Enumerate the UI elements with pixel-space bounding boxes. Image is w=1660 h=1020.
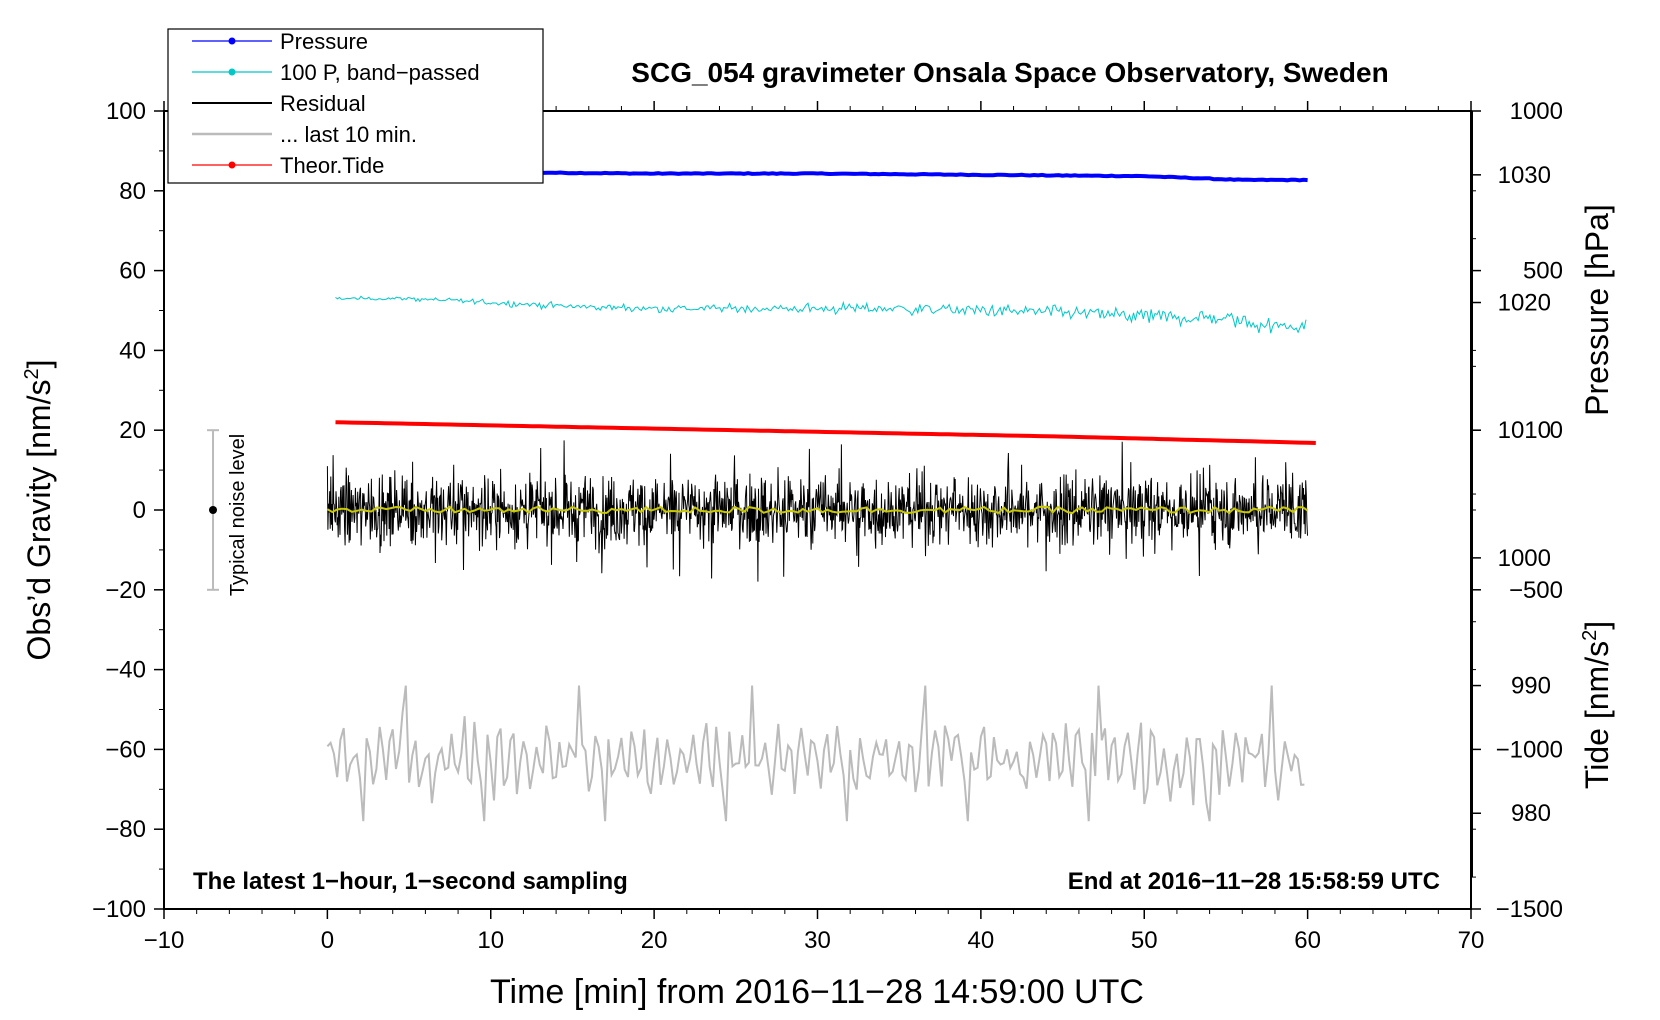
series-layer <box>326 169 1316 822</box>
pressure-tick-label: 1010 <box>1498 417 1551 444</box>
y-tick-label: −100 <box>92 896 146 923</box>
x-tick-label: 20 <box>641 927 668 954</box>
legend-label-0: Pressure <box>280 29 368 54</box>
pressure-tick-label: 1020 <box>1498 290 1551 317</box>
tide-tick-label: −500 <box>1509 577 1563 604</box>
x-tick-label: 10 <box>477 927 504 954</box>
tide-tick-label: 500 <box>1523 258 1563 285</box>
annotation-sampling: The latest 1−hour, 1−second sampling <box>193 868 628 895</box>
tide-tick-label: −1500 <box>1496 896 1563 923</box>
legend-label-2: Residual <box>280 91 366 116</box>
y-tick-label: 40 <box>119 337 146 364</box>
y-tick-label: 100 <box>106 98 146 125</box>
pressure-tick-label: 1000 <box>1498 545 1551 572</box>
legend-label-3: ... last 10 min. <box>280 122 417 147</box>
tide-tick-label: 1000 <box>1510 98 1563 125</box>
noise-bar-center <box>209 506 218 514</box>
y-axis-tide-label-sup: 2 <box>1579 630 1601 641</box>
legend-marker-1 <box>228 68 236 76</box>
y-tick-label: 0 <box>133 497 146 524</box>
noise-level-bar <box>207 429 220 591</box>
pressure-tick-label: 990 <box>1511 673 1551 700</box>
residual-smoothed-line <box>326 505 1309 515</box>
y-tick-label: −40 <box>105 657 146 684</box>
y-axis-left-label-close: ] <box>21 360 57 369</box>
y-tick-label: 80 <box>119 178 146 205</box>
pressure-tick-label: 1030 <box>1498 162 1551 189</box>
tide-tick-label: 0 <box>1550 417 1563 444</box>
pressure-tick-label: 980 <box>1511 800 1551 827</box>
y-axis-left-label-sup: 2 <box>21 368 43 379</box>
noise-level-label: Typical noise level <box>227 434 249 596</box>
x-tick-label: 0 <box>321 927 334 954</box>
y-tick-label: −20 <box>105 577 146 604</box>
y-tick-label: −60 <box>105 736 146 763</box>
y-axis-pressure-label: Pressure [hPa] <box>1579 204 1615 416</box>
y-axis-tide-label-close: ] <box>1579 621 1615 630</box>
x-axis-label: Time [min] from 2016−11−28 14:59:00 UTC <box>490 973 1144 1011</box>
last-10-min-line <box>326 685 1305 822</box>
x-tick-label: 30 <box>804 927 831 954</box>
y-tick-label: 20 <box>119 417 146 444</box>
band-passed-line <box>335 295 1307 334</box>
y-axis-left-label: Obs’d Gravity [nm/s2] <box>21 360 57 661</box>
x-tick-label: 50 <box>1131 927 1158 954</box>
tide-line <box>335 420 1316 445</box>
y-axis-tide-label-text: Tide [nm/s <box>1579 641 1615 789</box>
x-tick-label: 60 <box>1294 927 1321 954</box>
y-axis-left-label-text: Obs’d Gravity [nm/s <box>21 380 57 661</box>
legend-marker-4 <box>228 161 236 169</box>
tide-tick-label: −1000 <box>1496 736 1563 763</box>
y-tick-label: −80 <box>105 816 146 843</box>
x-tick-label: 70 <box>1458 927 1485 954</box>
tick-layer: −10 0 10 20 30 40 50 60 70100806040200−20−40−60−… <box>92 98 1563 954</box>
legend-box <box>167 28 544 184</box>
legend-label-1: 100 P, band−passed <box>280 60 480 85</box>
y-axis-tide-label: Tide [nm/s2] <box>1579 621 1615 789</box>
plot-frame <box>163 110 1472 910</box>
legend: Pressure 100 P, band−passed Residual ... la… <box>167 28 544 184</box>
legend-marker-0 <box>228 37 236 45</box>
x-tick-label: −10 <box>144 927 185 954</box>
annotation-end-time: End at 2016−11−28 15:58:59 UTC <box>1068 868 1440 895</box>
x-tick-label: 40 <box>968 927 995 954</box>
y-tick-label: 60 <box>119 258 146 285</box>
legend-label-4: Theor.Tide <box>280 153 384 178</box>
chart-title: SCG_054 gravimeter Onsala Space Observat… <box>631 57 1388 88</box>
